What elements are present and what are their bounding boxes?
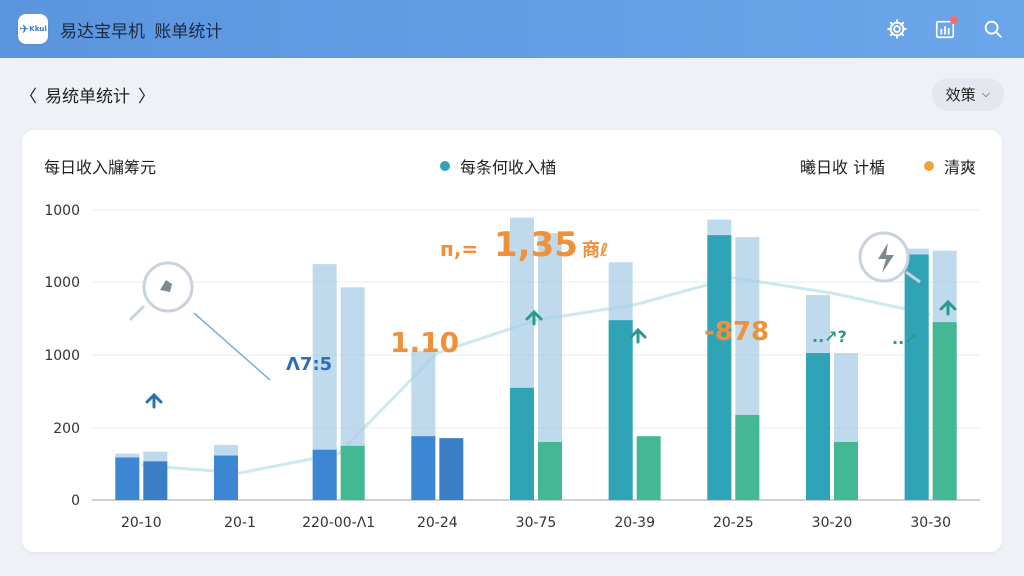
settings-button[interactable] (884, 16, 910, 42)
bar-chart: 0 200 1000 1000 1000 20-10 20-1 220-00-Λ1 20-24 3… (44, 203, 980, 531)
bar-series-2 (834, 442, 858, 500)
arrow-up-icon (525, 309, 543, 326)
filter-label: 效策 (945, 85, 976, 104)
arrow-up-icon (939, 299, 957, 316)
legend-dot-teal (440, 161, 450, 171)
x-tick-label: 30-75 (516, 515, 557, 531)
legend-orange-label: 清爽 (944, 158, 977, 177)
bar-annotation-5: ..↗ (892, 329, 918, 348)
logo-text: Kkul (29, 25, 47, 33)
headline-prefix: п,= (440, 237, 478, 261)
gear-icon (887, 19, 907, 39)
trend-line (141, 276, 931, 475)
callout-handle (905, 270, 921, 284)
bar-annotation-2: Ʌ7:5 (286, 354, 332, 375)
bar-series-2 (735, 414, 760, 500)
x-tick-label: 20-1 (224, 515, 256, 531)
x-tick-label: 30-20 (812, 515, 853, 531)
bar-series-1 (608, 320, 633, 500)
search-icon (984, 20, 1002, 38)
legend-summary-label: 曦日收 计楯 (800, 158, 886, 177)
bar-series-2 (439, 438, 464, 500)
legend-dot-orange (924, 161, 934, 171)
notification-dot (950, 16, 958, 24)
bar-series-2 (636, 436, 661, 500)
headline-value: 1,35 (494, 225, 578, 265)
arrow-up-icon (145, 392, 163, 409)
bar-series-2 (538, 442, 562, 500)
y-tick-label: 1000 (44, 348, 80, 364)
bar-series-1 (115, 457, 140, 500)
bar-series-1 (707, 235, 732, 500)
chart-title: 每日收入牖筹元 (44, 158, 157, 177)
legend-income[interactable]: 每条何收入楢 (440, 154, 556, 178)
bar-series-1 (214, 455, 238, 500)
x-tick-label: 20-39 (614, 515, 655, 531)
bar-annotation-4: ..↗? (812, 327, 847, 346)
x-tick-label: 20-24 (417, 515, 458, 531)
stats-button[interactable] (932, 16, 958, 42)
back-label: 易统单统计 (45, 86, 130, 107)
bar-annotation-1: 1.10 (390, 326, 459, 359)
x-tick-label: 30-30 (910, 515, 951, 531)
logo-mark-icon: ✈ (19, 22, 30, 36)
arrow-up-icon (629, 327, 647, 344)
callout-handle (128, 304, 146, 322)
y-tick-label: 1000 (44, 275, 80, 291)
bar-series-2 (932, 322, 957, 500)
headline-suffix: 商ℓ (582, 239, 609, 261)
bar-chart-icon (935, 20, 955, 39)
bar-series-1 (510, 387, 534, 500)
bar-series-1 (411, 436, 436, 500)
x-tick-label: 220-00-Λ1 (302, 515, 375, 531)
legend-income-label: 每条何收入楢 (460, 158, 557, 177)
app-name: 易达宝早机 (60, 21, 145, 42)
app-title: 易达宝早机 账单统计 (60, 17, 222, 42)
x-tick-label: 20-25 (713, 515, 754, 531)
search-button[interactable] (980, 16, 1006, 42)
chevron-left-icon: 〈 (20, 86, 37, 107)
y-tick-label: 0 (71, 493, 80, 509)
bar-series-1 (312, 449, 337, 500)
bar-series-1 (806, 353, 830, 500)
back-link[interactable]: 〈 易统单统计 〉 (20, 82, 155, 107)
app-logo[interactable]: ✈ Kkul (18, 14, 48, 44)
app-header: ✈ Kkul 易达宝早机 账单统计 (0, 0, 1024, 58)
x-tick-label: 20-10 (121, 515, 162, 531)
lightning-icon (878, 243, 894, 273)
header-actions (884, 16, 1006, 42)
bar-series-1 (904, 254, 929, 500)
hand-pointer-icon (160, 280, 172, 292)
page-name: 账单统计 (154, 21, 223, 42)
y-tick-label: 200 (53, 421, 80, 437)
bar-series-2 (340, 445, 365, 500)
bar-series-2 (143, 461, 168, 500)
y-tick-label: 1000 (44, 203, 80, 219)
chart-card: 每日收入牖筹元 每条何收入楢 曦日收 计楯 清爽 0 200 1000 1000 100… (22, 130, 1002, 552)
bar-annotation-3: -878 (704, 317, 769, 347)
pointer-line (193, 312, 271, 381)
filter-dropdown[interactable]: 效策 ⌵ (931, 77, 1004, 111)
legend-orange[interactable]: 清爽 (924, 154, 976, 178)
chevron-down-icon: ⌵ (981, 87, 990, 100)
chevron-right-icon: 〉 (138, 86, 155, 107)
sub-header: 〈 易统单统计 〉 效策 ⌵ (0, 58, 1024, 130)
